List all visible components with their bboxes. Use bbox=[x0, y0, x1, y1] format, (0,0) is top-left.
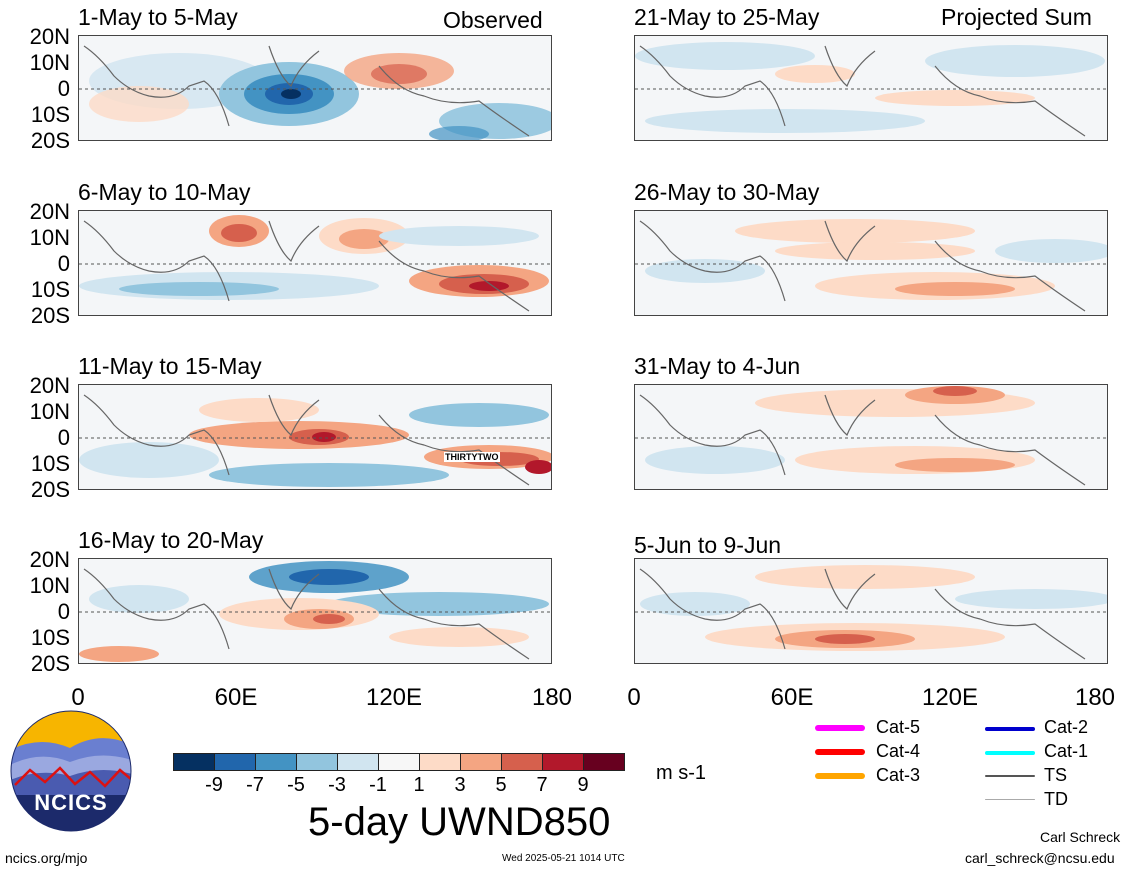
panel-title-7: 31-May to 4-Jun bbox=[634, 353, 801, 379]
lat-label: 0 bbox=[57, 251, 70, 276]
lat-label: 20N bbox=[29, 373, 70, 398]
panel-title-4: 16-May to 20-May bbox=[78, 527, 264, 553]
panel-title-3: 11-May to 15-May bbox=[78, 353, 262, 379]
logo-text: NCICS bbox=[34, 790, 108, 815]
legend-line-cat3 bbox=[815, 773, 865, 779]
colorbar-swatch bbox=[419, 753, 461, 771]
lat-label: 10N bbox=[29, 573, 70, 598]
lon-label: 120E bbox=[921, 684, 979, 711]
colorbar-tick: -1 bbox=[369, 774, 387, 796]
lon-label: 0 bbox=[71, 684, 85, 711]
lat-label: 20N bbox=[29, 24, 70, 49]
legend-label: Cat-3 bbox=[876, 765, 921, 785]
lat-label: 20N bbox=[29, 547, 70, 572]
lat-label: 20N bbox=[29, 199, 70, 224]
colorbar-tick: -5 bbox=[287, 774, 305, 796]
lat-label: 10S bbox=[30, 102, 70, 127]
colorbar-units: m s-1 bbox=[656, 762, 706, 784]
colorbar-swatch bbox=[214, 753, 256, 771]
lat-label: 0 bbox=[57, 76, 70, 101]
colorbar-swatch bbox=[583, 753, 625, 771]
colorbar-tick: -9 bbox=[205, 774, 223, 796]
legend-line-cat1 bbox=[985, 751, 1035, 755]
colorbar-swatch bbox=[173, 753, 215, 771]
colorbar-swatch bbox=[501, 753, 543, 771]
panel-title-8: 5-Jun to 9-Jun bbox=[634, 532, 782, 558]
colorbar-tick: -3 bbox=[328, 774, 346, 796]
panel-title-2: 6-May to 10-May bbox=[78, 179, 251, 205]
lat-label: 20S bbox=[30, 303, 70, 328]
lat-label: 10S bbox=[30, 451, 70, 476]
legend-line-cat2 bbox=[985, 727, 1035, 731]
colorbar-swatch bbox=[542, 753, 584, 771]
map-panel-5 bbox=[634, 35, 1108, 141]
legend-line-cat4 bbox=[815, 749, 865, 755]
legend-label: Cat-2 bbox=[1044, 717, 1089, 737]
lat-label: 20S bbox=[30, 128, 70, 153]
legend-label: Cat-5 bbox=[876, 717, 921, 737]
legend-label: Cat-1 bbox=[1044, 741, 1089, 761]
legend-line-cat5 bbox=[815, 725, 865, 731]
lat-label: 10S bbox=[30, 625, 70, 650]
colorbar-tick: -7 bbox=[246, 774, 264, 796]
legend-line-td bbox=[985, 799, 1035, 800]
legend-label: TS bbox=[1044, 765, 1068, 785]
footer-timestamp: Wed 2025-05-21 1014 UTC bbox=[502, 853, 625, 864]
map-panel-2 bbox=[78, 210, 552, 316]
colorbar-swatch bbox=[255, 753, 297, 771]
map-panel-7 bbox=[634, 384, 1108, 490]
lon-label: 0 bbox=[627, 684, 641, 711]
footer-url[interactable]: ncics.org/mjo bbox=[5, 850, 88, 866]
footer-author: Carl Schreck bbox=[1040, 829, 1121, 845]
ncics-logo[interactable]: NCICS bbox=[10, 710, 132, 832]
footer-email[interactable]: carl_schreck@ncsu.edu bbox=[965, 850, 1115, 866]
legend-label: Cat-4 bbox=[876, 741, 921, 761]
colorbar-tick: 1 bbox=[413, 774, 425, 796]
lat-label: 10N bbox=[29, 225, 70, 250]
lat-label: 0 bbox=[57, 599, 70, 624]
main-title: 5-day UWND850 bbox=[308, 800, 611, 844]
panel-title-6: 26-May to 30-May bbox=[634, 179, 820, 205]
lon-label: 60E bbox=[770, 684, 814, 711]
lat-label: 10N bbox=[29, 50, 70, 75]
lat-label: 10S bbox=[30, 277, 70, 302]
colorbar-tick: 5 bbox=[495, 774, 507, 796]
colorbar-tick: 3 bbox=[454, 774, 466, 796]
panel-title-1: 1-May to 5-May bbox=[78, 4, 238, 30]
lon-label: 180 bbox=[1074, 684, 1116, 711]
lon-label: 60E bbox=[214, 684, 258, 711]
map-panel-3: THIRTYTWO bbox=[78, 384, 552, 490]
colorbar-swatch bbox=[296, 753, 338, 771]
map-panel-8 bbox=[634, 558, 1108, 664]
legend-label: TD bbox=[1044, 789, 1068, 809]
lon-label: 120E bbox=[365, 684, 423, 711]
colorbar-swatch bbox=[460, 753, 502, 771]
legend-line-ts bbox=[985, 775, 1035, 777]
panel-title-5: 21-May to 25-May bbox=[634, 4, 820, 30]
lon-label: 180 bbox=[531, 684, 573, 711]
map-panel-1 bbox=[78, 35, 552, 141]
map-panel-6 bbox=[634, 210, 1108, 316]
projected-label: Projected Sum bbox=[941, 4, 1092, 30]
lat-label: 20S bbox=[30, 477, 70, 502]
observed-label: Observed bbox=[443, 7, 543, 33]
lat-label: 0 bbox=[57, 425, 70, 450]
colorbar-swatch bbox=[337, 753, 379, 771]
colorbar-tick: 9 bbox=[577, 774, 589, 796]
map-panel-4 bbox=[78, 558, 552, 664]
colorbar-swatch bbox=[378, 753, 420, 771]
colorbar-tick: 7 bbox=[536, 774, 548, 796]
lat-label: 20S bbox=[30, 651, 70, 676]
storm-track-label: THIRTYTWO bbox=[444, 452, 500, 462]
lat-label: 10N bbox=[29, 399, 70, 424]
